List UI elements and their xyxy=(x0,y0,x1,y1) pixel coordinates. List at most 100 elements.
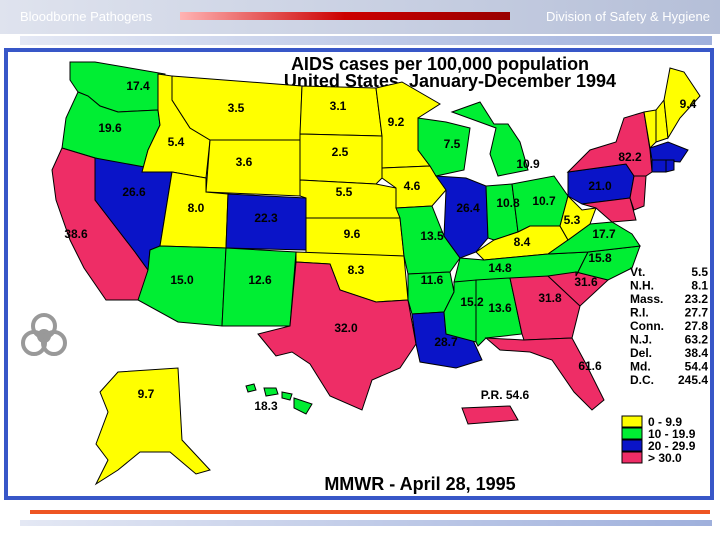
label-ga: 31.8 xyxy=(538,291,562,305)
label-sd: 2.5 xyxy=(332,145,349,159)
label-la: 28.7 xyxy=(434,335,458,349)
label-wy: 3.6 xyxy=(236,155,253,169)
state-hi-4 xyxy=(293,397,313,415)
state-tx xyxy=(257,261,417,411)
legend: 0 - 9.910 - 19.920 - 29.9> 30.0 xyxy=(621,415,696,465)
label-ne: 5.5 xyxy=(336,185,353,199)
label-in: 10.8 xyxy=(496,196,520,210)
small-state-value: 27.7 xyxy=(685,306,709,320)
label-ar: 11.6 xyxy=(421,273,444,287)
map-title-line1: AIDS cases per 100,000 population xyxy=(291,54,589,74)
label-nm: 12.6 xyxy=(248,273,272,287)
state-ct xyxy=(651,159,667,173)
label-ms: 15.2 xyxy=(460,295,484,309)
label-pa: 21.0 xyxy=(588,179,612,193)
label-oh: 10.7 xyxy=(532,194,556,208)
label-ak: 9.7 xyxy=(138,387,155,401)
state-me xyxy=(663,67,701,140)
state-wi xyxy=(417,117,471,177)
footer-blue-rule xyxy=(20,520,712,526)
label-co: 22.3 xyxy=(254,211,278,225)
label-wa: 17.4 xyxy=(126,79,150,93)
label-tn: 14.8 xyxy=(488,261,512,275)
label-ks: 9.6 xyxy=(344,227,361,241)
header-red-rule xyxy=(180,12,510,20)
label-il: 26.4 xyxy=(456,201,480,215)
label-me: 9.4 xyxy=(680,97,697,111)
small-state-value: 5.5 xyxy=(691,265,708,279)
small-state-value: 63.2 xyxy=(685,333,709,347)
legend-swatch xyxy=(621,415,643,428)
map-title-line2: United States, January-December 1994 xyxy=(284,71,616,91)
state-hi-2 xyxy=(263,387,279,397)
state-hi-3 xyxy=(281,391,293,401)
legend-label: 10 - 19.9 xyxy=(648,427,696,441)
small-state-name: Conn. xyxy=(630,319,664,333)
label-fl: 61.6 xyxy=(578,359,602,373)
label-ca: 38.6 xyxy=(64,227,88,241)
legend-swatch xyxy=(621,427,643,440)
label-wi: 7.5 xyxy=(444,137,461,151)
label-mo: 13.5 xyxy=(420,229,444,243)
state-md xyxy=(581,197,637,223)
label-mn: 9.2 xyxy=(388,115,405,129)
legend-label: 20 - 29.9 xyxy=(648,439,696,453)
state-ny xyxy=(566,111,653,177)
label-sc: 31.6 xyxy=(574,275,598,289)
state-wy xyxy=(205,139,301,197)
header-right-title: Division of Safety & Hygiene xyxy=(545,9,710,24)
label-tx: 32.0 xyxy=(334,321,358,335)
legend-swatch xyxy=(621,451,643,464)
state-pr xyxy=(461,405,519,425)
small-state-value: 38.4 xyxy=(685,346,709,360)
header-blue-rule xyxy=(20,36,712,45)
label-mt: 3.5 xyxy=(228,101,245,115)
label-wv: 5.3 xyxy=(564,213,581,227)
small-states-table: Vt. 5.5 N.H. 8.1 Mass. 23.2 R.I. 27.7 Conn. 27.8 N… xyxy=(630,265,708,387)
small-state-name: D.C. xyxy=(630,373,654,387)
label-nd: 3.1 xyxy=(330,99,347,113)
label-nc: 15.8 xyxy=(588,251,612,265)
label-al: 13.6 xyxy=(488,301,512,315)
state-nm xyxy=(221,247,297,327)
header-left-title: Bloodborne Pathogens xyxy=(20,9,153,24)
small-state-value: 54.4 xyxy=(685,360,709,374)
small-state-name: N.J. xyxy=(630,333,652,347)
legend-label: > 30.0 xyxy=(648,451,682,465)
legend-swatch xyxy=(621,439,643,452)
state-ma xyxy=(649,141,689,163)
footer-orange-rule xyxy=(30,510,710,514)
label-az: 15.0 xyxy=(170,273,194,287)
state-fl xyxy=(484,337,605,411)
state-sd xyxy=(299,133,383,185)
label-hi: 18.3 xyxy=(254,399,278,413)
label-id: 5.4 xyxy=(168,135,185,149)
small-state-value: 27.8 xyxy=(685,319,709,333)
small-state-name: Md. xyxy=(630,360,651,374)
state-mi xyxy=(450,101,529,177)
label-or: 19.6 xyxy=(98,121,122,135)
small-state-name: Del. xyxy=(630,346,652,360)
small-state-value: 8.1 xyxy=(691,279,708,293)
biohazard-icon xyxy=(21,313,67,356)
label-ut: 8.0 xyxy=(188,201,205,215)
small-state-value: 245.4 xyxy=(678,373,708,387)
label-nv: 26.6 xyxy=(122,185,146,199)
label-pr: P.R. 54.6 xyxy=(481,388,530,402)
source-caption: MMWR - April 28, 1995 xyxy=(324,474,515,494)
small-state-value: 23.2 xyxy=(685,292,709,306)
label-ny: 82.2 xyxy=(618,150,642,164)
state-ak xyxy=(94,367,211,486)
state-ri xyxy=(665,159,675,173)
small-state-name: N.H. xyxy=(630,279,654,293)
label-ia: 4.6 xyxy=(404,179,421,193)
state-hi-1 xyxy=(245,383,257,393)
label-ok: 8.3 xyxy=(348,263,365,277)
small-state-name: Mass. xyxy=(630,292,663,306)
small-state-name: Vt. xyxy=(630,265,645,279)
legend-label: 0 - 9.9 xyxy=(648,415,682,429)
label-mi: 10.9 xyxy=(516,157,540,171)
small-state-name: R.I. xyxy=(630,306,649,320)
label-ky: 8.4 xyxy=(514,235,531,249)
